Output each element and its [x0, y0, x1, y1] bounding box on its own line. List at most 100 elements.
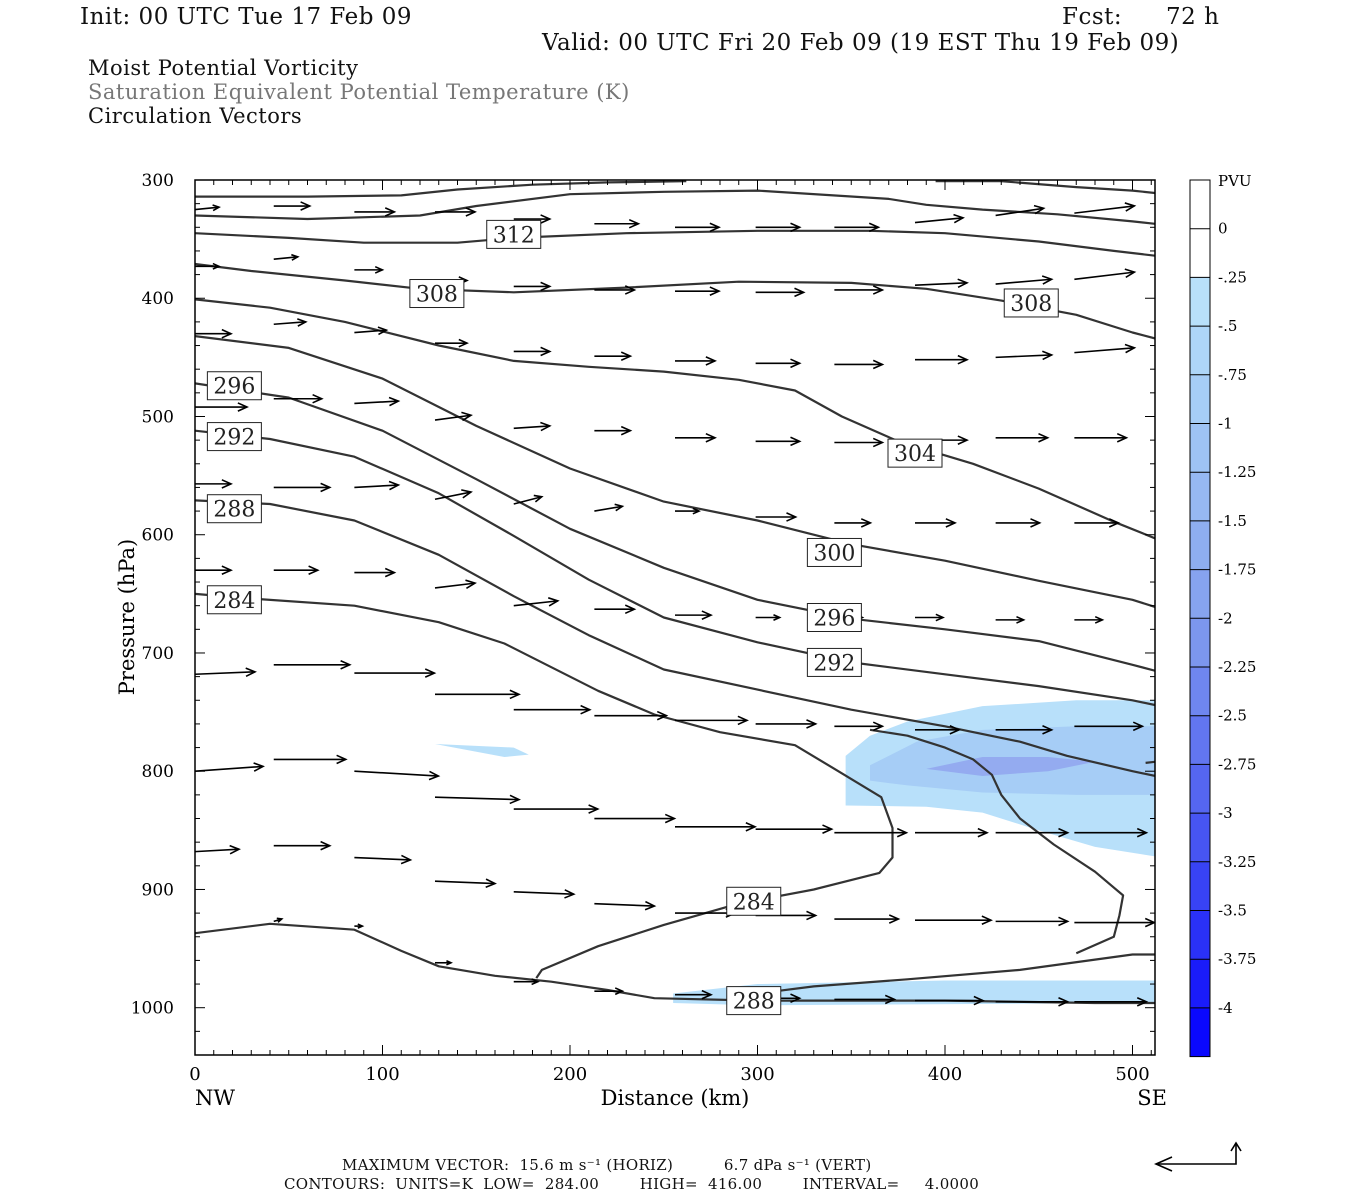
circulation-vector — [675, 507, 701, 515]
contour-label-box — [806, 647, 862, 677]
colorbar-swatch — [1190, 520, 1210, 570]
contour-label-text: 296 — [813, 607, 855, 632]
circulation-vector — [834, 827, 909, 838]
contour-label-text: 284 — [213, 589, 255, 614]
circulation-vector — [755, 719, 818, 729]
circulation-vector — [1074, 615, 1105, 624]
contour-line-8 — [195, 189, 1155, 225]
circulation-vector — [1074, 721, 1145, 732]
circulation-vector — [594, 710, 669, 721]
circulation-vector — [195, 565, 233, 576]
colorbar-tick-label: -.25 — [1218, 268, 1247, 286]
reference-vector — [1154, 1141, 1242, 1172]
colorbar-swatch — [1190, 374, 1210, 424]
circulation-vector — [354, 854, 413, 865]
circulation-vector — [513, 494, 544, 505]
circulation-vector — [273, 659, 352, 670]
colorbar-tick-label: -1.75 — [1218, 561, 1256, 579]
circulation-vector — [1074, 827, 1149, 838]
circulation-vector — [675, 715, 749, 726]
circulation-vector — [195, 204, 221, 212]
colorbar-swatch — [1190, 228, 1210, 278]
colorbar-swatch — [1190, 910, 1210, 960]
circulation-vector — [755, 358, 802, 369]
circulation-vector — [915, 518, 957, 528]
x-tick-label: 0 — [189, 1064, 200, 1085]
y-tick-label: 500 — [142, 407, 174, 427]
circulation-vector — [915, 995, 985, 1006]
circulation-vector — [594, 351, 633, 361]
colorbar-tick-label: -4 — [1218, 999, 1233, 1017]
circulation-vector — [594, 604, 637, 615]
axes-layer: 0 100 200 300 400 500 300 400 500 600 700 800 900 100… — [115, 171, 1167, 1110]
colorbar-swatch — [1190, 764, 1210, 814]
contour-label-box — [726, 886, 782, 916]
circulation-vector — [354, 480, 401, 491]
contour-line-0 — [195, 592, 894, 979]
circulation-vector — [513, 804, 600, 814]
circulation-vector — [513, 421, 552, 432]
circulation-vector — [513, 281, 552, 292]
circulation-vector — [354, 567, 397, 578]
x-tick-label: 100 — [365, 1064, 399, 1085]
contour-line-3 — [195, 382, 1155, 672]
circulation-vector — [915, 354, 969, 365]
circulation-vector — [675, 356, 717, 366]
circulation-vector — [675, 286, 721, 296]
x-tick-label: 400 — [928, 1064, 962, 1085]
field-title-mpv: Moist Potential Vorticity — [88, 56, 359, 80]
circulation-vector — [755, 614, 782, 621]
contour-label-box — [409, 279, 465, 309]
y-tick-label: 800 — [142, 762, 174, 782]
colorbar-swatch — [1190, 1007, 1210, 1057]
circulation-vector — [434, 411, 473, 422]
circulation-vector — [675, 908, 737, 918]
circulation-vector — [915, 915, 993, 926]
contour-label: 288 — [726, 986, 782, 1016]
colorbar-tick-label: -.5 — [1218, 317, 1237, 335]
y-tick-label: 300 — [142, 171, 174, 191]
x-end-label-nw: NW — [195, 1086, 235, 1110]
colorbar-tick-label: -2.25 — [1218, 658, 1256, 676]
forecast-label: Fcst: — [1062, 4, 1123, 30]
circulation-vector — [434, 794, 521, 805]
max-vector-note: MAXIMUM VECTOR: 15.6 m s⁻¹ (HORIZ) 6.7 d… — [342, 1156, 872, 1174]
contour-line-9 — [195, 180, 687, 198]
pv-region-3 — [673, 980, 1155, 1006]
colorbar-swatch — [1190, 667, 1210, 716]
colorbar-swatch — [1190, 569, 1210, 619]
circulation-vector — [995, 996, 1070, 1007]
contour-label: 292 — [206, 422, 262, 452]
colorbar-swatch — [1190, 472, 1210, 521]
colorbar-tick-label: -1.25 — [1218, 463, 1256, 481]
circulation-vector — [995, 432, 1050, 443]
y-tick-label: 700 — [142, 644, 174, 664]
contour-info-note: CONTOURS: UNITS=K LOW= 284.00 HIGH= 416.… — [284, 1175, 980, 1193]
circulation-vector — [834, 437, 885, 448]
circulation-vector — [914, 278, 969, 289]
contour-label-text: 288 — [213, 498, 255, 523]
reference-vector-head-vert — [1230, 1141, 1242, 1152]
circulation-vector — [915, 827, 989, 838]
colorbar-swatch — [1190, 715, 1210, 765]
circulation-vector — [834, 285, 885, 295]
circulation-vector — [354, 923, 365, 929]
contour-label-text: 292 — [213, 426, 255, 451]
field-title-vectors: Circulation Vectors — [88, 104, 303, 128]
colorbar-tick-label: -2 — [1218, 609, 1233, 627]
circulation-vector — [995, 518, 1042, 528]
circulation-vector — [273, 754, 348, 765]
circulation-vector — [273, 393, 324, 404]
x-tick-label: 300 — [740, 1064, 774, 1085]
contour-label: 284 — [206, 585, 262, 615]
circulation-vector — [755, 287, 806, 298]
contour-label: 296 — [806, 603, 862, 632]
circulation-vector — [195, 667, 257, 678]
circulation-vector — [1074, 996, 1149, 1007]
circulation-vector — [354, 265, 385, 274]
contour-label-box — [206, 585, 262, 615]
plot-border — [194, 179, 1156, 1056]
circulation-vector — [195, 262, 221, 270]
contour-label-box — [206, 422, 262, 452]
contour-label-box — [887, 438, 943, 468]
